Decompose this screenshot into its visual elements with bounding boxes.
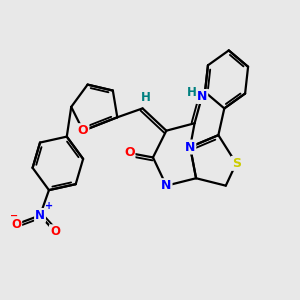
Text: H: H xyxy=(141,91,151,103)
Text: N: N xyxy=(185,140,195,154)
Text: N: N xyxy=(35,209,45,222)
Text: N: N xyxy=(161,179,172,192)
Text: O: O xyxy=(50,225,60,238)
Text: O: O xyxy=(11,218,21,231)
Text: O: O xyxy=(78,124,88,137)
Text: −: − xyxy=(10,211,18,221)
Text: N: N xyxy=(197,90,207,103)
Text: H: H xyxy=(187,85,196,98)
Text: S: S xyxy=(232,157,241,170)
Text: +: + xyxy=(45,201,53,212)
Text: O: O xyxy=(124,146,134,160)
